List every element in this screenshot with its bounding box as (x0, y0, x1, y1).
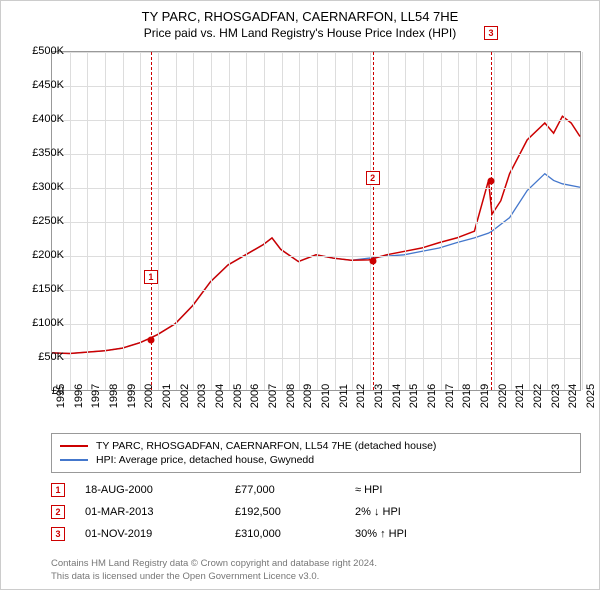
x-axis-label: 1996 (73, 384, 85, 408)
title-block: TY PARC, RHOSGADFAN, CAERNARFON, LL54 7H… (1, 1, 599, 40)
x-axis-label: 2020 (497, 384, 509, 408)
x-axis-label: 1995 (55, 384, 67, 408)
y-axis-label: £50K (22, 351, 64, 363)
x-axis-label: 2012 (355, 384, 367, 408)
legend-row: HPI: Average price, detached house, Gwyn… (60, 454, 572, 466)
transaction-price: £310,000 (235, 528, 355, 540)
x-axis-label: 1999 (126, 384, 138, 408)
transactions-table: 1 18-AUG-2000 £77,000 ≈ HPI 2 01-MAR-201… (51, 479, 581, 545)
transaction-row: 2 01-MAR-2013 £192,500 2% ↓ HPI (51, 501, 581, 523)
transaction-date: 01-NOV-2019 (85, 528, 235, 540)
transaction-marker: 1 (51, 483, 65, 497)
x-axis-label: 2021 (514, 384, 526, 408)
x-axis-label: 2009 (302, 384, 314, 408)
legend-swatch (60, 459, 88, 461)
x-axis-label: 2022 (532, 384, 544, 408)
x-axis-label: 2025 (585, 384, 597, 408)
y-axis-label: £300K (22, 181, 64, 193)
transaction-marker: 3 (51, 527, 65, 541)
chart-svg (52, 52, 580, 390)
x-axis-label: 2016 (426, 384, 438, 408)
x-axis-label: 2002 (179, 384, 191, 408)
sale-marker: 1 (144, 270, 158, 284)
y-axis-label: £100K (22, 317, 64, 329)
x-axis-label: 2013 (373, 384, 385, 408)
attribution-line: Contains HM Land Registry data © Crown c… (51, 558, 377, 570)
y-axis-label: £350K (22, 147, 64, 159)
x-axis-label: 2017 (444, 384, 456, 408)
x-axis-label: 2001 (161, 384, 173, 408)
attribution: Contains HM Land Registry data © Crown c… (51, 558, 377, 583)
attribution-line: This data is licensed under the Open Gov… (51, 571, 377, 583)
transaction-diff: ≈ HPI (355, 484, 475, 496)
sale-point (488, 178, 495, 185)
y-axis-label: £500K (22, 45, 64, 57)
transaction-diff: 30% ↑ HPI (355, 528, 475, 540)
transaction-row: 1 18-AUG-2000 £77,000 ≈ HPI (51, 479, 581, 501)
chart-container: TY PARC, RHOSGADFAN, CAERNARFON, LL54 7H… (0, 0, 600, 590)
x-axis-label: 2003 (196, 384, 208, 408)
legend-label: TY PARC, RHOSGADFAN, CAERNARFON, LL54 7H… (96, 440, 436, 452)
chart-area: 123 (51, 51, 581, 391)
x-axis-label: 2023 (550, 384, 562, 408)
transaction-diff: 2% ↓ HPI (355, 506, 475, 518)
legend-swatch (60, 445, 88, 447)
x-axis-label: 2010 (320, 384, 332, 408)
sale-point (369, 258, 376, 265)
x-axis-label: 2006 (249, 384, 261, 408)
transaction-price: £192,500 (235, 506, 355, 518)
y-axis-label: £250K (22, 215, 64, 227)
sale-point (147, 336, 154, 343)
transaction-date: 01-MAR-2013 (85, 506, 235, 518)
sale-marker: 2 (366, 171, 380, 185)
transaction-row: 3 01-NOV-2019 £310,000 30% ↑ HPI (51, 523, 581, 545)
legend-label: HPI: Average price, detached house, Gwyn… (96, 454, 314, 466)
title-main: TY PARC, RHOSGADFAN, CAERNARFON, LL54 7H… (1, 9, 599, 24)
x-axis-label: 2024 (567, 384, 579, 408)
x-axis-label: 2014 (391, 384, 403, 408)
legend: TY PARC, RHOSGADFAN, CAERNARFON, LL54 7H… (51, 433, 581, 473)
x-axis-label: 2008 (285, 384, 297, 408)
y-axis-label: £150K (22, 283, 64, 295)
x-axis-label: 2011 (338, 384, 350, 408)
x-axis-label: 2005 (232, 384, 244, 408)
transaction-price: £77,000 (235, 484, 355, 496)
y-axis-label: £450K (22, 79, 64, 91)
x-axis-label: 2015 (408, 384, 420, 408)
x-axis-label: 2018 (461, 384, 473, 408)
y-axis-label: £200K (22, 249, 64, 261)
sale-marker: 3 (484, 26, 498, 40)
x-axis-label: 2000 (143, 384, 155, 408)
x-axis-label: 2019 (479, 384, 491, 408)
x-axis-label: 1998 (108, 384, 120, 408)
x-axis-label: 1997 (90, 384, 102, 408)
series-line (52, 116, 580, 353)
x-axis-label: 2007 (267, 384, 279, 408)
transaction-date: 18-AUG-2000 (85, 484, 235, 496)
title-sub: Price paid vs. HM Land Registry's House … (1, 26, 599, 40)
y-axis-label: £400K (22, 113, 64, 125)
transaction-marker: 2 (51, 505, 65, 519)
x-axis-label: 2004 (214, 384, 226, 408)
legend-row: TY PARC, RHOSGADFAN, CAERNARFON, LL54 7H… (60, 440, 572, 452)
